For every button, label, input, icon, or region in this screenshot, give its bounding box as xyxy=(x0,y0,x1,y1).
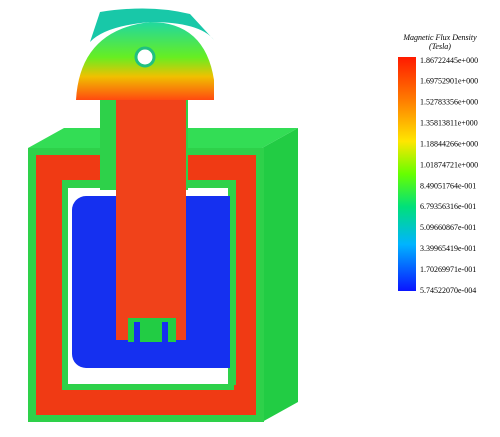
notch xyxy=(134,322,140,342)
legend-label: 1.86722445e+000 xyxy=(420,56,478,65)
legend-unit: (Tesla) xyxy=(429,42,451,51)
model xyxy=(28,8,298,422)
color-bar xyxy=(398,57,416,291)
frame-side xyxy=(262,128,298,422)
legend-title: Magnetic Flux Density xyxy=(402,33,477,42)
legend-label: 1.01874721e+000 xyxy=(420,160,478,169)
right-arm xyxy=(235,155,256,415)
legend-label: 1.35813811e+000 xyxy=(420,119,478,128)
legend-label: 5.09660867e-001 xyxy=(420,223,476,232)
legend-label: 5.74522070e-004 xyxy=(420,286,476,295)
legend-label: 3.39965419e-001 xyxy=(420,244,476,253)
legend-label: 1.52783356e+000 xyxy=(420,98,478,107)
legend-label: 6.79356316e-001 xyxy=(420,202,476,211)
legend-label: 8.49051764e-001 xyxy=(420,181,476,190)
right-arm-edge xyxy=(230,180,236,385)
legend-label: 1.70269971e-001 xyxy=(420,265,476,274)
hole xyxy=(134,46,156,68)
legend-label: 1.69752901e+000 xyxy=(420,77,478,86)
stem xyxy=(116,90,186,340)
legend-label: 1.18844266e+000 xyxy=(420,139,478,148)
legend: Magnetic Flux Density (Tesla) 1.86722445… xyxy=(398,33,478,295)
notch xyxy=(162,322,168,342)
dome-top xyxy=(90,8,214,43)
